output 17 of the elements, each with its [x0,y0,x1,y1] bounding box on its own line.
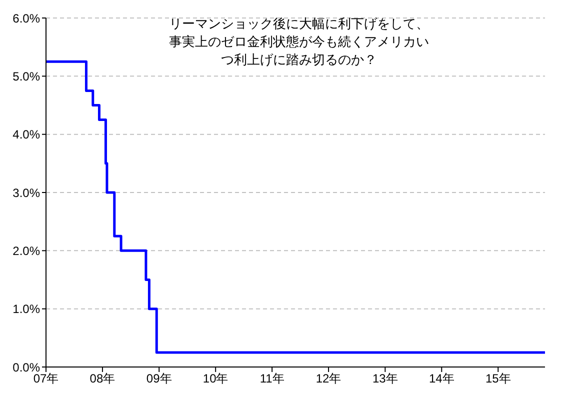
y-tick-label: 1.0% [12,302,40,316]
y-tick-label: 2.0% [12,244,40,258]
x-tick-label: 14年 [428,372,454,386]
x-tick-label: 12年 [316,372,342,386]
y-tick-label: 6.0% [12,11,40,26]
x-tick-label: 08年 [90,372,116,386]
x-tick-label: 11年 [260,372,284,386]
y-tick-label: 5.0% [12,69,40,84]
x-tick-label: 07年 [33,372,59,386]
x-tick-label: 10年 [202,372,228,386]
y-tick-label: 0.0% [12,360,40,374]
x-tick-label: 15年 [485,372,511,386]
x-tick-label: 13年 [372,372,398,386]
x-tick-label: 09年 [146,372,172,386]
y-tick-label: 3.0% [12,186,40,200]
text: リーマンショック後に大幅に利下げをして、事実上のゼロ金利状態が今も続くアメリカいつ利上げに踏み切るのか？ [168,16,430,70]
y-tick-label: 4.0% [12,128,40,142]
